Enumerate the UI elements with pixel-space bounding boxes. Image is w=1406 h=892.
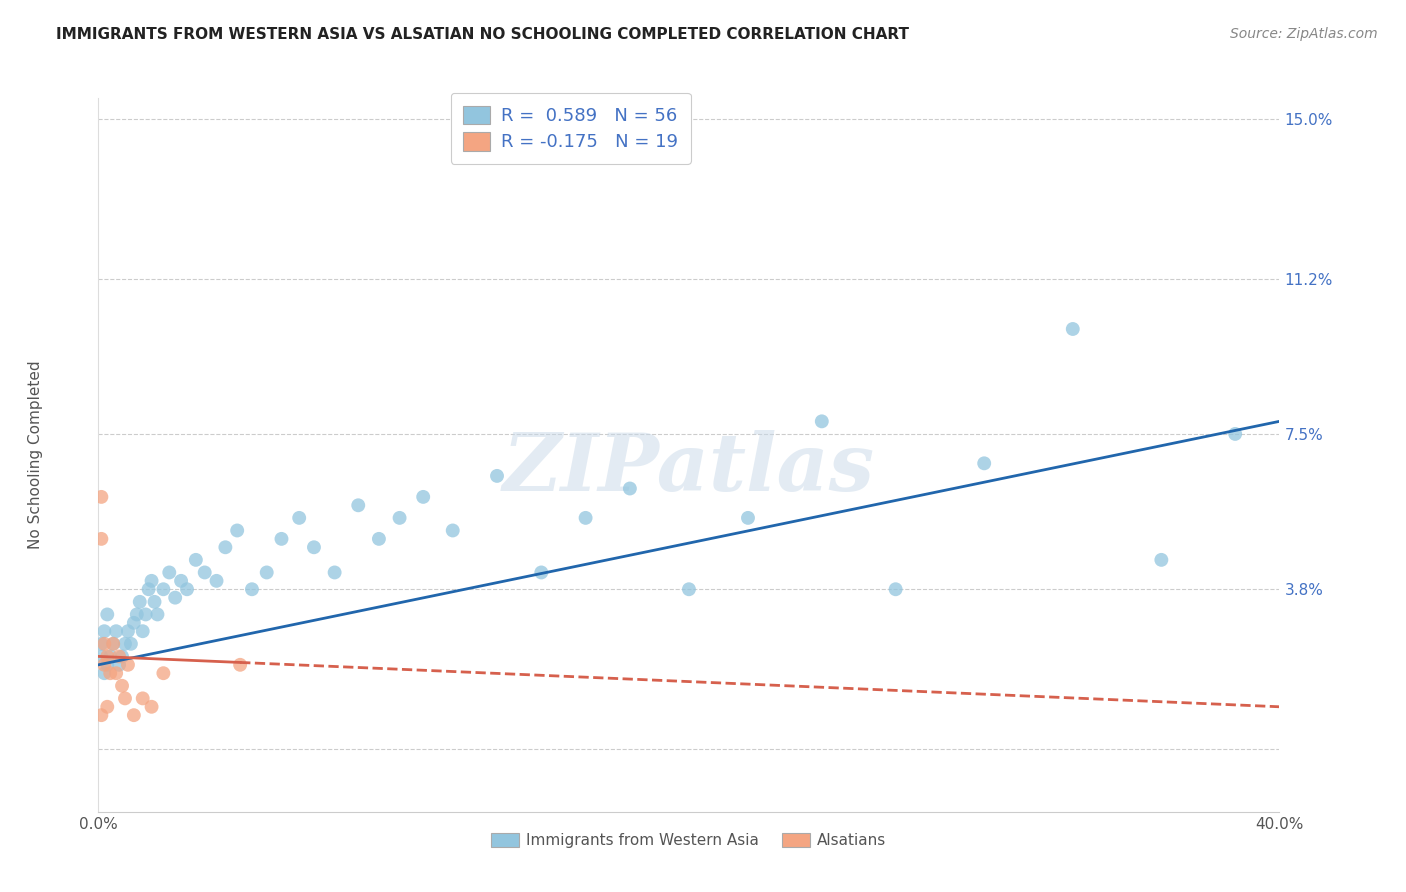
Legend: Immigrants from Western Asia, Alsatians: Immigrants from Western Asia, Alsatians <box>485 827 893 854</box>
Point <box>619 482 641 496</box>
Point <box>1225 426 1247 441</box>
Point <box>323 566 346 580</box>
Point <box>114 691 136 706</box>
Point <box>575 511 598 525</box>
Point <box>152 582 174 597</box>
Point <box>93 624 115 639</box>
Point <box>194 566 217 580</box>
Point <box>486 469 509 483</box>
Point <box>111 649 134 664</box>
Point <box>103 637 125 651</box>
Point <box>128 595 150 609</box>
Point <box>270 532 292 546</box>
Point <box>90 649 112 664</box>
Point <box>96 649 118 664</box>
Text: Source: ZipAtlas.com: Source: ZipAtlas.com <box>1230 27 1378 41</box>
Point <box>98 649 121 664</box>
Point <box>152 666 174 681</box>
Point <box>347 498 370 512</box>
Point <box>135 607 157 622</box>
Point <box>229 657 252 672</box>
Point <box>1150 553 1173 567</box>
Point <box>884 582 907 597</box>
Point <box>176 582 198 597</box>
Point <box>120 637 142 651</box>
Point <box>170 574 193 588</box>
Point <box>132 691 155 706</box>
Point <box>93 637 115 651</box>
Point <box>90 532 112 546</box>
Point <box>103 637 125 651</box>
Point <box>117 657 139 672</box>
Point <box>98 666 121 681</box>
Point <box>973 456 995 470</box>
Point <box>114 637 136 651</box>
Point <box>93 657 115 672</box>
Point <box>105 624 128 639</box>
Point <box>122 708 145 723</box>
Point <box>96 699 118 714</box>
Text: IMMIGRANTS FROM WESTERN ASIA VS ALSATIAN NO SCHOOLING COMPLETED CORRELATION CHAR: IMMIGRANTS FROM WESTERN ASIA VS ALSATIAN… <box>56 27 910 42</box>
Point <box>90 637 112 651</box>
Point <box>143 595 166 609</box>
Point <box>184 553 207 567</box>
Point <box>146 607 169 622</box>
Point <box>122 615 145 630</box>
Point <box>412 490 434 504</box>
Point <box>368 532 391 546</box>
Point <box>530 566 553 580</box>
Point <box>302 541 325 555</box>
Point <box>108 657 131 672</box>
Point <box>157 566 180 580</box>
Point <box>737 511 759 525</box>
Point <box>1062 322 1084 336</box>
Point <box>117 624 139 639</box>
Point <box>810 414 832 428</box>
Point <box>90 708 112 723</box>
Point <box>138 582 160 597</box>
Point <box>141 699 163 714</box>
Point <box>214 541 236 555</box>
Point <box>388 511 411 525</box>
Point <box>96 607 118 622</box>
Point <box>256 566 278 580</box>
Point <box>205 574 228 588</box>
Point <box>441 524 464 538</box>
Point <box>111 679 134 693</box>
Point <box>108 649 131 664</box>
Point <box>240 582 263 597</box>
Point <box>96 657 118 672</box>
Point <box>105 666 128 681</box>
Point <box>165 591 187 605</box>
Point <box>125 607 148 622</box>
Point <box>141 574 163 588</box>
Point <box>288 511 311 525</box>
Point <box>132 624 155 639</box>
Point <box>90 490 112 504</box>
Point <box>678 582 700 597</box>
Y-axis label: No Schooling Completed: No Schooling Completed <box>28 360 42 549</box>
Point <box>93 666 115 681</box>
Point <box>226 524 249 538</box>
Text: ZIPatlas: ZIPatlas <box>503 431 875 508</box>
